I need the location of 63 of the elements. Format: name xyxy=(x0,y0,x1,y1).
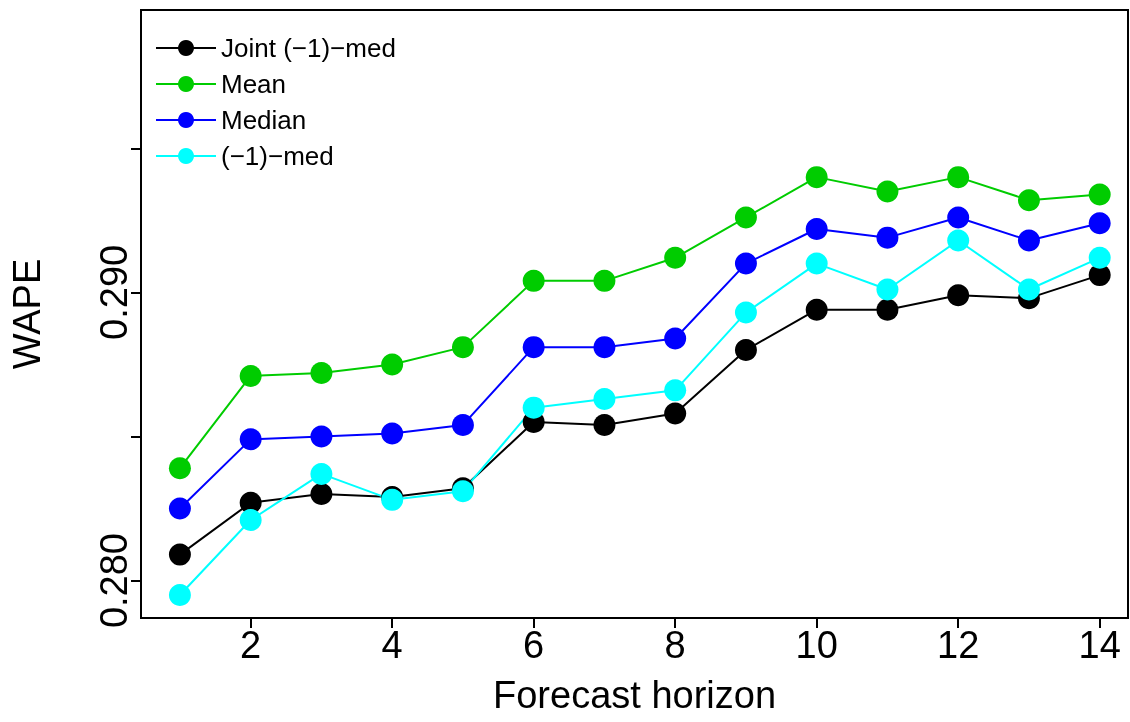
point xyxy=(239,428,262,451)
y-axis-title: WAPE xyxy=(6,258,48,370)
point xyxy=(805,166,828,189)
legend-label: (−1)−med xyxy=(221,141,334,171)
point xyxy=(876,180,899,203)
x-tick-label: 14 xyxy=(1078,624,1121,666)
point xyxy=(1088,246,1111,269)
point xyxy=(310,483,333,506)
x-tick-label: 6 xyxy=(523,624,545,666)
x-tick-label: 12 xyxy=(937,624,980,666)
point xyxy=(1017,189,1040,212)
legend-label: Median xyxy=(221,105,307,135)
x-tick-label: 4 xyxy=(381,624,403,666)
point xyxy=(168,457,191,480)
point xyxy=(664,246,687,269)
point xyxy=(805,218,828,240)
point xyxy=(876,278,899,301)
point xyxy=(805,252,828,275)
point xyxy=(947,206,970,229)
point xyxy=(1017,229,1040,252)
point xyxy=(876,298,899,321)
point xyxy=(381,422,404,445)
point xyxy=(593,413,616,436)
point xyxy=(451,413,474,436)
point xyxy=(310,462,333,485)
legend-label: Joint (−1)−med xyxy=(221,33,396,63)
point xyxy=(947,284,970,307)
point xyxy=(310,425,333,448)
point xyxy=(734,301,757,324)
point xyxy=(734,206,757,229)
x-axis-title: Forecast horizon xyxy=(492,674,777,716)
point xyxy=(1088,212,1111,235)
point xyxy=(947,229,970,252)
point xyxy=(451,336,474,359)
point xyxy=(664,327,687,350)
point xyxy=(593,269,616,292)
point xyxy=(593,336,616,359)
point xyxy=(522,336,545,359)
point xyxy=(664,402,687,425)
point xyxy=(168,583,191,606)
point xyxy=(1017,278,1040,301)
point xyxy=(168,543,191,566)
y-tick-label: 0.280 xyxy=(93,532,135,629)
y-tick-label: 0.290 xyxy=(93,244,135,340)
point xyxy=(805,298,828,321)
point xyxy=(947,166,970,189)
point xyxy=(522,269,545,292)
point xyxy=(239,364,262,387)
x-tick-label: 2 xyxy=(240,624,262,666)
point xyxy=(168,497,191,520)
point xyxy=(593,388,616,410)
point xyxy=(664,379,687,402)
point xyxy=(734,339,757,362)
point xyxy=(381,353,404,376)
point xyxy=(734,252,757,275)
x-tick-label: 8 xyxy=(664,624,686,666)
point xyxy=(1088,183,1111,206)
x-tick-label: 10 xyxy=(795,624,838,666)
point xyxy=(310,362,333,385)
point xyxy=(522,396,545,419)
legend-label: Mean xyxy=(221,69,287,99)
point xyxy=(239,509,262,532)
point xyxy=(876,226,899,249)
